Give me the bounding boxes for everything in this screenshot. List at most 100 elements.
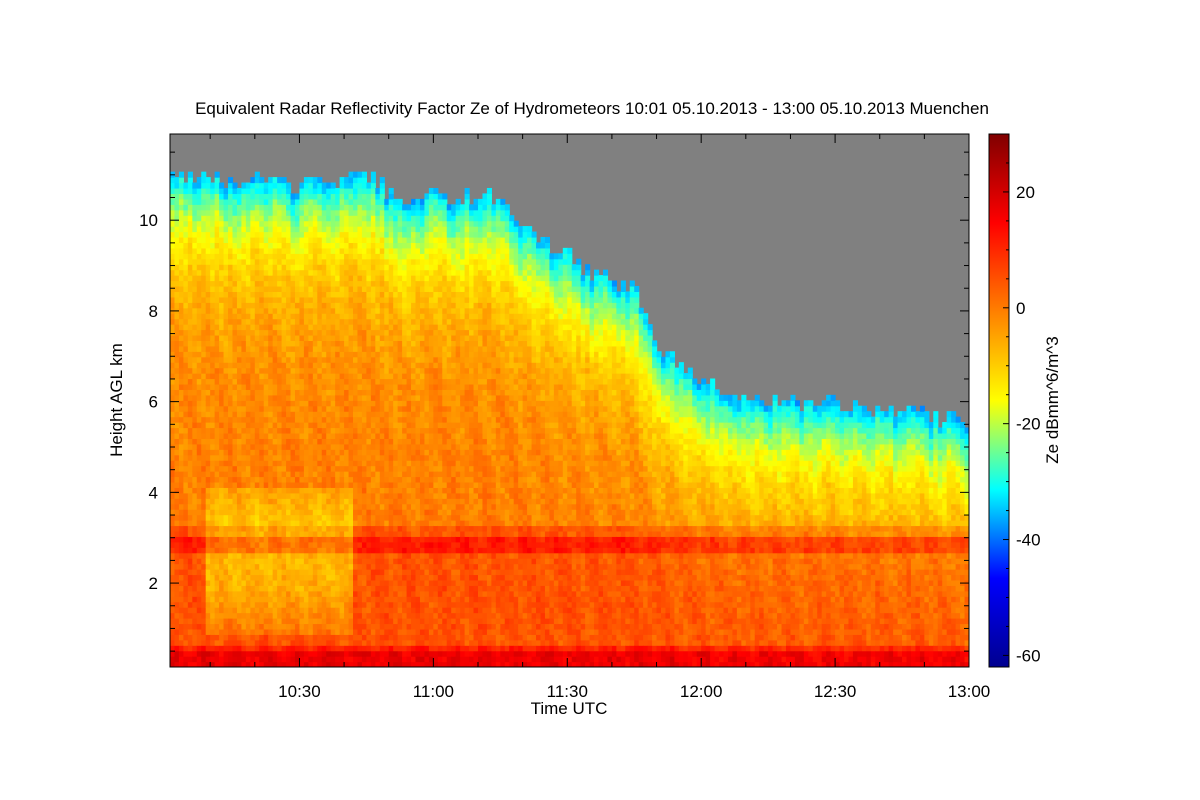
reflectivity-cell [388,449,394,456]
reflectivity-cell [192,187,198,195]
reflectivity-cell [411,351,417,358]
reflectivity-cell [393,574,399,581]
reflectivity-cell [272,618,278,625]
reflectivity-cell [384,427,390,434]
reflectivity-cell [241,438,247,445]
reflectivity-cell [344,204,350,211]
reflectivity-cell [379,639,385,646]
reflectivity-cell [317,579,323,586]
reflectivity-cell [348,258,354,265]
reflectivity-cell [178,558,184,565]
reflectivity-cell [201,650,207,657]
reflectivity-cell [228,198,234,205]
reflectivity-cell [250,449,256,456]
reflectivity-cell [294,242,301,249]
reflectivity-cell [241,520,247,527]
reflectivity-cell [366,612,372,619]
reflectivity-cell [219,340,225,347]
reflectivity-cell [205,405,211,412]
reflectivity-cell [370,465,376,472]
reflectivity-cell [214,650,220,657]
reflectivity-cell [384,389,390,396]
reflectivity-cell [223,280,229,287]
reflectivity-cell [402,471,408,478]
reflectivity-cell [277,220,283,227]
reflectivity-cell [339,367,345,374]
reflectivity-cell [170,422,176,429]
reflectivity-cell [254,193,260,200]
reflectivity-cell [241,574,247,581]
reflectivity-cell [223,318,229,325]
reflectivity-cell [228,405,234,412]
reflectivity-cell [397,574,403,581]
reflectivity-cell [254,389,260,396]
reflectivity-cell [375,296,381,303]
reflectivity-cell [183,563,189,570]
reflectivity-cell [228,231,234,238]
reflectivity-cell [335,400,341,407]
reflectivity-cell [259,209,265,216]
reflectivity-cell [223,525,229,532]
reflectivity-cell [236,307,243,314]
reflectivity-cell [187,313,193,320]
reflectivity-cell [366,481,372,488]
reflectivity-cell [402,226,408,233]
reflectivity-cell [290,291,296,298]
reflectivity-cell [299,449,305,456]
reflectivity-cell [205,340,211,347]
reflectivity-cell [290,454,296,461]
reflectivity-cell [348,487,354,494]
reflectivity-cell [201,471,207,478]
reflectivity-cell [379,182,385,189]
reflectivity-cell [178,280,184,287]
reflectivity-cell [308,590,314,597]
reflectivity-cell [406,514,412,521]
reflectivity-cell [406,242,412,249]
reflectivity-cell [272,383,278,390]
reflectivity-cell [379,579,385,586]
reflectivity-cell [317,236,323,244]
reflectivity-cell [236,438,243,445]
reflectivity-cell [187,329,193,336]
reflectivity-cell [326,280,332,287]
reflectivity-cell [308,334,314,341]
reflectivity-cell [348,416,354,423]
reflectivity-cell [170,487,176,494]
reflectivity-cell [263,187,269,195]
reflectivity-cell [384,520,390,527]
reflectivity-cell [219,645,225,652]
reflectivity-cell [370,318,376,325]
reflectivity-cell [366,547,372,554]
reflectivity-cell [214,460,220,467]
reflectivity-cell [366,558,372,565]
reflectivity-cell [312,432,318,439]
reflectivity-cell [411,443,417,450]
reflectivity-cell [210,389,216,396]
reflectivity-cell [174,438,180,445]
reflectivity-cell [219,612,225,619]
reflectivity-cell [397,373,403,380]
reflectivity-cell [236,373,243,380]
reflectivity-cell [277,530,283,537]
reflectivity-cell [268,334,274,341]
reflectivity-cell [415,618,421,625]
reflectivity-cell [272,525,278,532]
reflectivity-cell [321,285,327,292]
reflectivity-cell [299,443,305,450]
reflectivity-cell [192,607,198,614]
reflectivity-cell [330,275,336,282]
reflectivity-cell [263,498,269,505]
reflectivity-cell [379,193,385,200]
reflectivity-cell [312,460,318,467]
reflectivity-cell [361,498,367,505]
reflectivity-cell [357,400,363,407]
reflectivity-cell [174,209,180,216]
reflectivity-cell [174,231,180,238]
reflectivity-cell [205,596,211,603]
reflectivity-cell [178,220,184,227]
reflectivity-cell [174,618,180,625]
reflectivity-cell [223,536,229,543]
reflectivity-cell [397,242,403,249]
reflectivity-cell [411,645,417,652]
reflectivity-cell [183,536,189,543]
